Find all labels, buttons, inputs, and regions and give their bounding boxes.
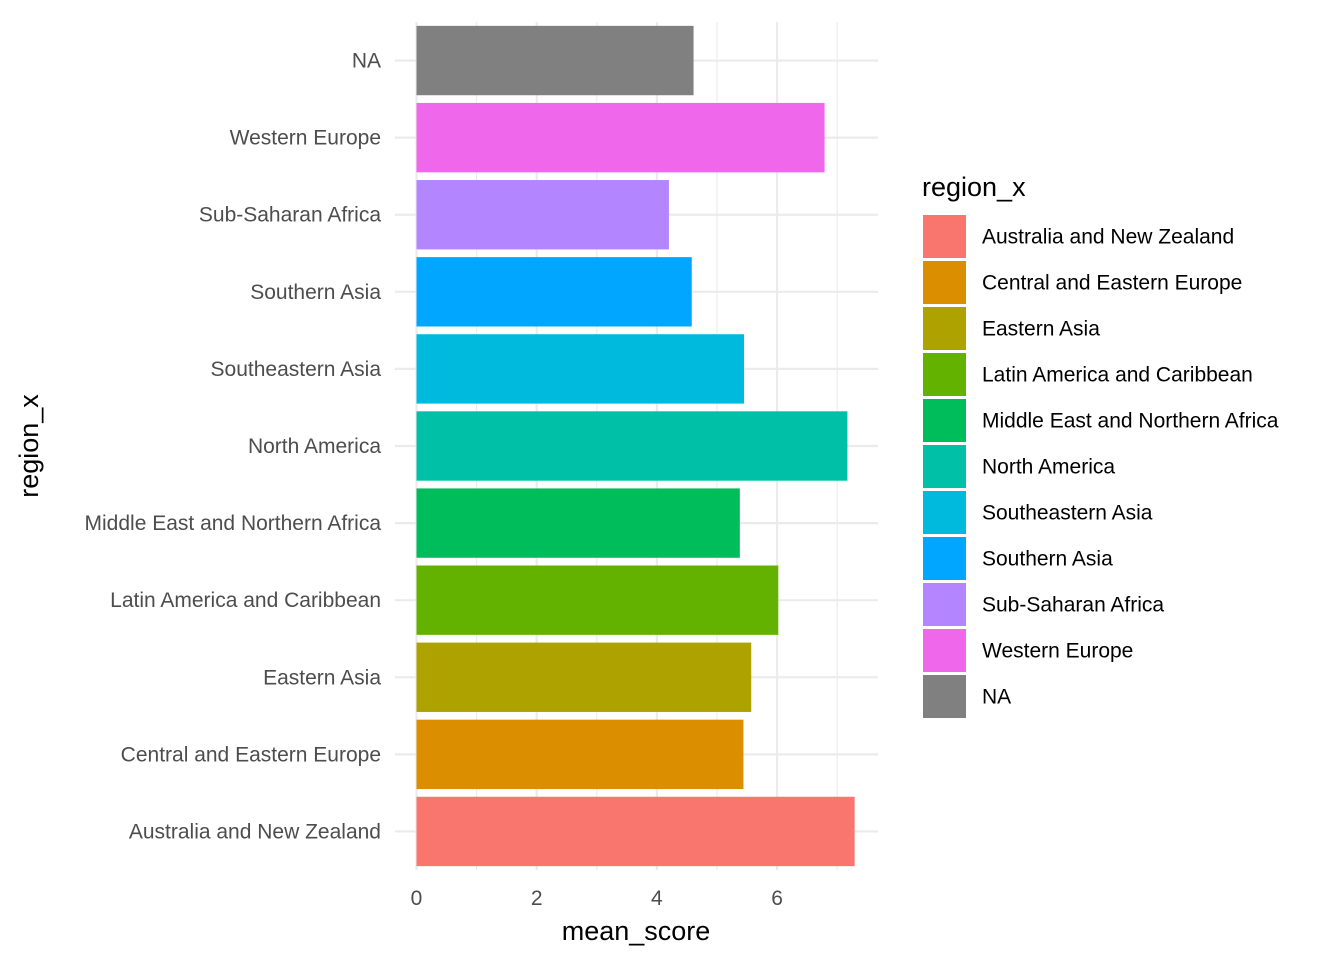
legend-key <box>923 261 966 304</box>
y-tick-label: Latin America and Caribbean <box>110 589 381 612</box>
bars <box>416 25 855 867</box>
legend-key <box>923 629 966 672</box>
legend-label: Middle East and Northern Africa <box>982 410 1279 433</box>
legend-key <box>923 307 966 350</box>
legend-key <box>923 445 966 488</box>
legend-key <box>923 675 966 718</box>
y-tick-label: Australia and New Zealand <box>129 820 381 843</box>
legend-label: Australia and New Zealand <box>982 226 1234 249</box>
y-tick-label: Eastern Asia <box>263 666 381 689</box>
legend-label: Sub-Saharan Africa <box>982 594 1164 617</box>
bar-western-europe <box>416 102 825 173</box>
y-tick-label: Middle East and Northern Africa <box>85 512 382 535</box>
bar-southeastern-asia <box>416 334 745 404</box>
y-tick-label: North America <box>248 435 381 458</box>
bar-sub-saharan-africa <box>416 180 669 250</box>
legend-label: Latin America and Caribbean <box>982 364 1253 387</box>
x-tick-label: 0 <box>411 887 423 910</box>
x-tick-labels: 0 2 4 6 <box>411 887 783 910</box>
bar-latin-america-and-caribbean <box>416 565 779 635</box>
bar-southern-asia <box>416 257 692 327</box>
legend-label: Western Europe <box>982 640 1133 663</box>
bar-middle-east-and-northern-africa <box>416 488 740 558</box>
x-tick-label: 2 <box>531 887 543 910</box>
legend-key <box>923 399 966 442</box>
bar-eastern-asia <box>416 642 752 712</box>
legend-label: Southern Asia <box>982 548 1113 571</box>
legend-key <box>923 537 966 580</box>
y-tick-label: Southeastern Asia <box>211 358 382 381</box>
y-tick-label: Sub-Saharan Africa <box>199 204 381 227</box>
legend-key <box>923 583 966 626</box>
y-axis-title: region_x <box>14 394 44 498</box>
y-tick-label: Central and Eastern Europe <box>121 743 381 766</box>
legend-label: NA <box>982 686 1011 709</box>
x-tick-label: 4 <box>651 887 663 910</box>
legend: region_x Australia and New Zealand Centra… <box>922 172 1279 718</box>
legend-label: North America <box>982 456 1115 479</box>
y-tick-label: NA <box>352 50 381 73</box>
legend-label: Eastern Asia <box>982 318 1100 341</box>
legend-key <box>923 353 966 396</box>
y-tick-label: Southern Asia <box>250 281 381 304</box>
bar-north-america <box>416 411 848 481</box>
y-tick-labels: Australia and New Zealand Central and Eas… <box>85 50 382 844</box>
legend-key <box>923 491 966 534</box>
y-tick-label: Western Europe <box>230 127 381 150</box>
bar-na <box>416 25 694 96</box>
legend-title: region_x <box>922 172 1026 202</box>
legend-label: Central and Eastern Europe <box>982 272 1242 295</box>
bar-australia-and-new-zealand <box>416 796 855 867</box>
legend-label: Southeastern Asia <box>982 502 1153 525</box>
bar-central-and-eastern-europe <box>416 719 744 790</box>
x-tick-label: 6 <box>771 887 783 910</box>
legend-key <box>923 215 966 258</box>
x-axis-title: mean_score <box>562 916 711 946</box>
